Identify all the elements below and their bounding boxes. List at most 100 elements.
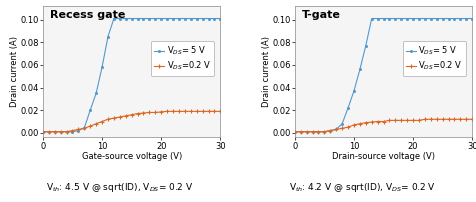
Y-axis label: Drain current (A): Drain current (A)	[261, 36, 270, 107]
V$_{DS}$=0.2 V	[182, 110, 188, 113]
V$_{DS}$= 5 V	[87, 109, 93, 112]
V$_{DS}$=0.2 V	[456, 118, 462, 120]
V$_{DS}$=0.2 V	[362, 121, 368, 124]
V$_{DS}$=0.2 V	[291, 130, 297, 133]
V$_{DS}$=0.2 V	[46, 130, 51, 133]
V$_{DS}$= 5 V	[356, 68, 362, 71]
V$_{DS}$=0.2 V	[111, 117, 117, 119]
V$_{DS}$=0.2 V	[58, 130, 63, 133]
X-axis label: Gate-source voltage (V): Gate-source voltage (V)	[81, 152, 181, 161]
V$_{DS}$=0.2 V	[356, 123, 362, 125]
V$_{DS}$=0.2 V	[188, 110, 193, 113]
V$_{DS}$= 5 V	[350, 90, 356, 92]
V$_{DS}$=0.2 V	[75, 128, 81, 131]
V$_{DS}$=0.2 V	[338, 127, 344, 129]
V$_{DS}$= 5 V	[146, 17, 152, 20]
V$_{DS}$= 5 V	[140, 17, 146, 20]
V$_{DS}$=0.2 V	[392, 119, 397, 122]
V$_{DS}$= 5 V	[129, 17, 134, 20]
V$_{DS}$=0.2 V	[333, 128, 338, 131]
V$_{DS}$=0.2 V	[350, 124, 356, 126]
V$_{DS}$= 5 V	[303, 130, 309, 133]
V$_{DS}$= 5 V	[451, 17, 456, 20]
V$_{DS}$= 5 V	[463, 17, 468, 20]
V$_{DS}$= 5 V	[217, 17, 223, 20]
Line: V$_{DS}$=0.2 V: V$_{DS}$=0.2 V	[292, 117, 473, 134]
V$_{DS}$=0.2 V	[199, 110, 205, 113]
V$_{DS}$=0.2 V	[193, 110, 199, 113]
V$_{DS}$= 5 V	[380, 17, 386, 20]
V$_{DS}$= 5 V	[58, 130, 63, 133]
V$_{DS}$=0.2 V	[134, 112, 140, 115]
V$_{DS}$= 5 V	[374, 17, 380, 20]
V$_{DS}$= 5 V	[52, 130, 58, 133]
V$_{DS}$= 5 V	[368, 17, 374, 20]
V$_{DS}$=0.2 V	[40, 130, 46, 133]
V$_{DS}$=0.2 V	[123, 115, 129, 117]
V$_{DS}$= 5 V	[123, 17, 129, 20]
V$_{DS}$= 5 V	[404, 17, 409, 20]
V$_{DS}$=0.2 V	[93, 123, 99, 125]
V$_{DS}$=0.2 V	[205, 110, 211, 113]
V$_{DS}$=0.2 V	[164, 110, 169, 113]
V$_{DS}$= 5 V	[433, 17, 439, 20]
V$_{DS}$= 5 V	[445, 17, 450, 20]
V$_{DS}$=0.2 V	[81, 127, 87, 129]
V$_{DS}$=0.2 V	[433, 118, 439, 120]
V$_{DS}$=0.2 V	[439, 118, 445, 120]
V$_{DS}$= 5 V	[176, 17, 181, 20]
V$_{DS}$= 5 V	[327, 129, 332, 132]
V$_{DS}$=0.2 V	[87, 125, 93, 127]
V$_{DS}$=0.2 V	[445, 118, 450, 120]
V$_{DS}$=0.2 V	[404, 119, 409, 122]
V$_{DS}$=0.2 V	[176, 110, 181, 113]
V$_{DS}$= 5 V	[409, 17, 415, 20]
V$_{DS}$=0.2 V	[386, 119, 391, 122]
Line: V$_{DS}$=0.2 V: V$_{DS}$=0.2 V	[41, 109, 222, 134]
V$_{DS}$= 5 V	[105, 35, 110, 38]
V$_{DS}$=0.2 V	[315, 130, 321, 133]
V$_{DS}$=0.2 V	[397, 119, 403, 122]
V$_{DS}$=0.2 V	[303, 130, 309, 133]
V$_{DS}$= 5 V	[170, 17, 176, 20]
V$_{DS}$= 5 V	[152, 17, 158, 20]
V$_{DS}$=0.2 V	[309, 130, 315, 133]
X-axis label: Drain-source voltage (V): Drain-source voltage (V)	[331, 152, 434, 161]
V$_{DS}$=0.2 V	[158, 111, 164, 113]
Text: T-gate: T-gate	[301, 10, 340, 20]
V$_{DS}$= 5 V	[164, 17, 169, 20]
V$_{DS}$= 5 V	[427, 17, 433, 20]
V$_{DS}$=0.2 V	[321, 130, 327, 133]
V$_{DS}$= 5 V	[456, 17, 462, 20]
V$_{DS}$=0.2 V	[152, 111, 158, 114]
V$_{DS}$= 5 V	[345, 107, 350, 109]
V$_{DS}$= 5 V	[392, 17, 397, 20]
V$_{DS}$= 5 V	[93, 92, 99, 94]
V$_{DS}$= 5 V	[193, 17, 199, 20]
V$_{DS}$=0.2 V	[117, 116, 122, 118]
V$_{DS}$=0.2 V	[427, 118, 433, 120]
V$_{DS}$= 5 V	[64, 130, 69, 133]
Legend: V$_{DS}$= 5 V, V$_{DS}$=0.2 V: V$_{DS}$= 5 V, V$_{DS}$=0.2 V	[402, 41, 466, 76]
V$_{DS}$=0.2 V	[374, 120, 380, 123]
V$_{DS}$=0.2 V	[64, 130, 69, 133]
V$_{DS}$=0.2 V	[217, 110, 223, 113]
V$_{DS}$=0.2 V	[146, 111, 152, 114]
V$_{DS}$= 5 V	[46, 130, 51, 133]
V$_{DS}$=0.2 V	[105, 118, 110, 120]
V$_{DS}$=0.2 V	[129, 114, 134, 116]
V$_{DS}$= 5 V	[315, 130, 321, 133]
V$_{DS}$=0.2 V	[297, 130, 303, 133]
V$_{DS}$= 5 V	[199, 17, 205, 20]
Line: V$_{DS}$= 5 V: V$_{DS}$= 5 V	[293, 17, 473, 133]
V$_{DS}$= 5 V	[188, 17, 193, 20]
Text: Recess gate: Recess gate	[50, 10, 125, 20]
V$_{DS}$= 5 V	[182, 17, 188, 20]
V$_{DS}$= 5 V	[297, 130, 303, 133]
V$_{DS}$=0.2 V	[421, 118, 427, 120]
V$_{DS}$= 5 V	[134, 17, 140, 20]
V$_{DS}$= 5 V	[40, 130, 46, 133]
V$_{DS}$=0.2 V	[69, 129, 75, 132]
V$_{DS}$= 5 V	[439, 17, 445, 20]
Text: V$_{th}$: 4.5 V @ sqrt(ID), V$_{DS}$= 0.2 V: V$_{th}$: 4.5 V @ sqrt(ID), V$_{DS}$= 0.…	[46, 181, 192, 194]
